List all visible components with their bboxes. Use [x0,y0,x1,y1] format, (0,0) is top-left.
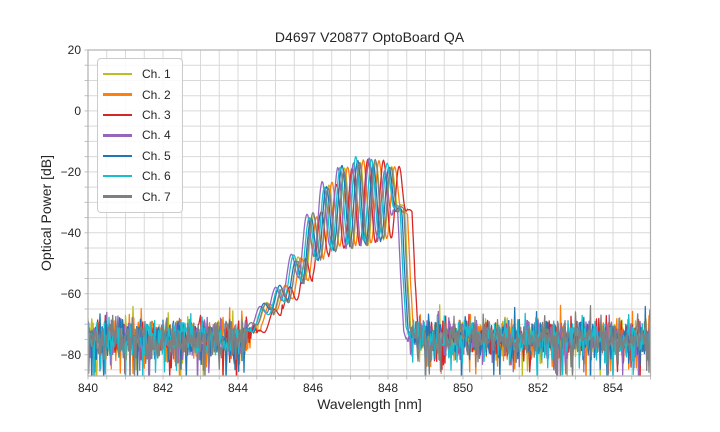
legend-item: Ch. 7 [103,186,182,206]
x-axis-label: Wavelength [nm] [317,396,422,412]
chart-title: D4697 V20877 OptoBoard QA [274,29,465,45]
legend-label: Ch. 1 [142,67,171,82]
y-tick-label: 0 [74,103,81,118]
legend-label: Ch. 6 [142,169,171,184]
legend-item: Ch. 3 [103,105,182,125]
x-tick-label: 844 [227,381,249,395]
legend-label: Ch. 2 [142,87,171,102]
series-line-7 [88,158,651,376]
legend-line-swatch [103,134,132,137]
legend-label: Ch. 3 [142,107,171,122]
x-tick-label: 850 [452,381,474,395]
legend-label: Ch. 5 [142,148,171,163]
legend-line-swatch [103,174,132,178]
y-tick-label: −80 [60,347,81,362]
legend-line-swatch [103,72,132,76]
legend-item: Ch. 6 [103,166,182,186]
legend-item: Ch. 4 [103,125,182,145]
legend-item: Ch. 1 [103,64,182,84]
spectra [88,155,651,376]
x-tick-label: 854 [602,381,624,395]
legend-line-swatch [103,113,132,117]
legend-label: Ch. 4 [142,128,171,143]
legend-line-swatch [103,93,132,96]
x-tick-label: 842 [152,381,174,395]
legend-line-swatch [103,195,132,198]
legend: Ch. 1 Ch. 2 Ch. 3 Ch. 4 Ch. 5 Ch. 6 Ch. 7 [97,58,183,213]
x-tick-label: 846 [302,381,324,395]
y-tick-label: −20 [60,164,81,179]
y-tick-label: 20 [67,43,81,57]
x-tick-label: 852 [527,381,549,395]
plot-spines [87,49,652,377]
y-tick-label: −60 [60,286,81,301]
legend-line-swatch [103,154,132,157]
legend-item: Ch. 5 [103,146,182,166]
y-tick-label: −40 [60,225,81,240]
x-tick-label: 840 [77,381,99,395]
legend-item: Ch. 2 [103,84,182,104]
x-tick-label: 848 [377,381,399,395]
legend-label: Ch. 7 [142,189,171,204]
